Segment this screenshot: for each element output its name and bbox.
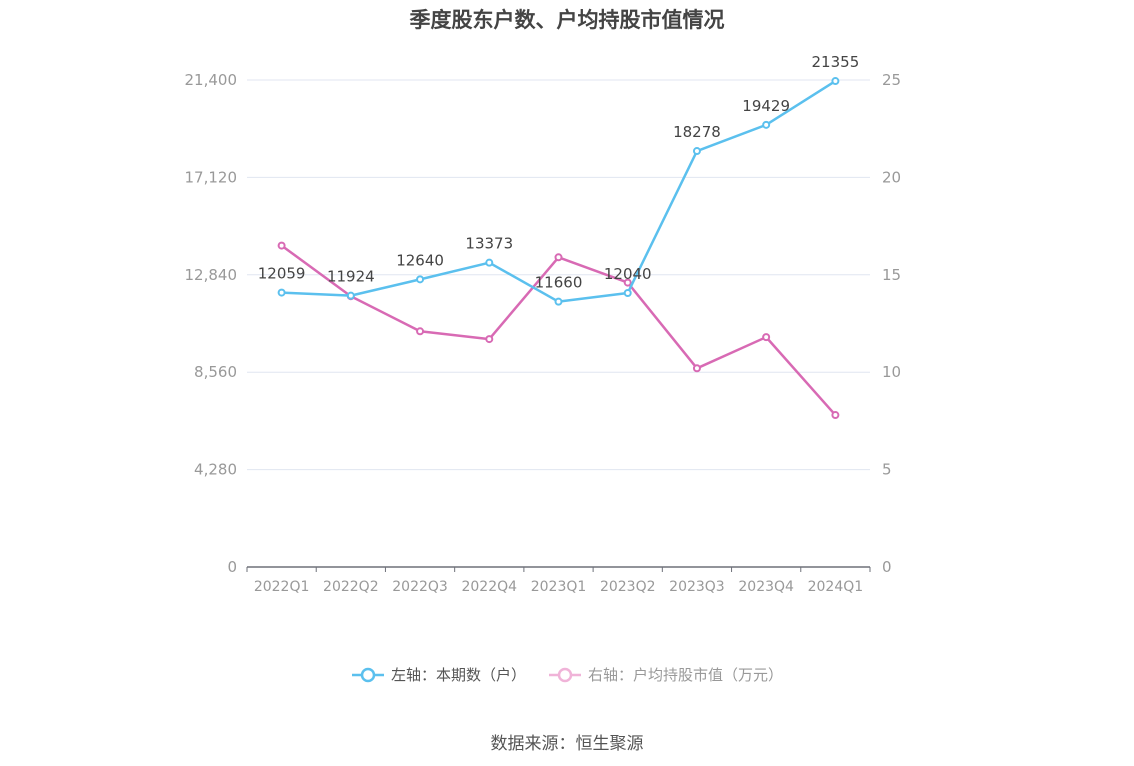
chart-title: 季度股东户数、户均持股市值情况 xyxy=(409,8,725,32)
legend-label-households: 左轴：本期数（户） xyxy=(390,666,526,684)
data-label: 21355 xyxy=(812,53,860,71)
x-axis-tick-label: 2023Q2 xyxy=(600,579,656,595)
data-point xyxy=(554,297,563,306)
data-point xyxy=(346,291,355,300)
line-chart: 0 0 4,280 5 8,560 10 12,840 15 17,120 20 21,400 25 2… xyxy=(185,53,902,595)
x-axis-tick-label: 2022Q4 xyxy=(461,579,517,595)
data-point xyxy=(416,275,425,284)
data-point xyxy=(831,77,840,86)
x-axis-tick-label: 2023Q3 xyxy=(669,579,725,595)
data-point xyxy=(762,120,771,129)
data-label: 12040 xyxy=(604,265,652,283)
legend-item-avg-value[interactable]: 右轴：户均持股市值（万元） xyxy=(548,664,783,685)
data-point xyxy=(277,241,286,250)
legend-line-marker-icon xyxy=(351,667,384,682)
x-axis-tick-label: 2022Q3 xyxy=(392,579,448,595)
data-point xyxy=(692,364,701,373)
left-axis-tick-label: 8,560 xyxy=(194,363,237,381)
right-axis-tick-label: 15 xyxy=(882,266,901,284)
data-point xyxy=(762,333,771,342)
data-label: 12640 xyxy=(396,251,444,269)
data-point xyxy=(416,327,425,336)
x-axis-tick-label: 2022Q1 xyxy=(254,579,310,595)
left-axis-tick-label: 21,400 xyxy=(185,71,238,89)
right-axis-tick-label: 0 xyxy=(882,558,892,576)
x-axis-tick-label: 2022Q2 xyxy=(323,579,379,595)
data-label: 19429 xyxy=(742,97,790,115)
legend-label-avg-value: 右轴：户均持股市值（万元） xyxy=(588,666,784,684)
legend-item-households[interactable]: 左轴：本期数（户） xyxy=(351,664,526,685)
data-label: 18278 xyxy=(673,123,721,141)
data-point xyxy=(277,288,286,297)
data-label: 13373 xyxy=(465,235,513,253)
right-axis-tick-label: 25 xyxy=(882,71,901,89)
right-axis-tick-label: 5 xyxy=(882,461,892,479)
data-label: 12059 xyxy=(258,265,306,283)
x-axis-tick-label: 2023Q4 xyxy=(738,579,794,595)
data-point xyxy=(554,253,563,262)
data-point xyxy=(831,411,840,420)
x-axis-tick-label: 2023Q1 xyxy=(531,579,587,595)
data-point xyxy=(485,258,494,267)
data-point xyxy=(485,335,494,344)
left-axis-tick-label: 0 xyxy=(227,558,237,576)
data-point xyxy=(623,278,632,287)
legend-line-marker-icon xyxy=(549,667,581,682)
left-axis-tick-label: 12,840 xyxy=(185,266,238,284)
left-axis-tick-label: 4,280 xyxy=(194,461,237,479)
legend: 左轴：本期数（户） 右轴：户均持股市值（万元） xyxy=(0,664,1134,685)
right-axis-tick-label: 20 xyxy=(882,168,901,186)
left-axis-tick-label: 17,120 xyxy=(185,168,238,186)
data-source: 数据来源：恒生聚源 xyxy=(490,734,644,754)
right-axis-tick-label: 10 xyxy=(882,363,901,381)
data-label: 11924 xyxy=(327,268,375,286)
x-axis-tick-label: 2024Q1 xyxy=(808,579,864,595)
data-point xyxy=(692,147,701,156)
data-point xyxy=(623,289,632,298)
data-label: 11660 xyxy=(535,274,583,292)
